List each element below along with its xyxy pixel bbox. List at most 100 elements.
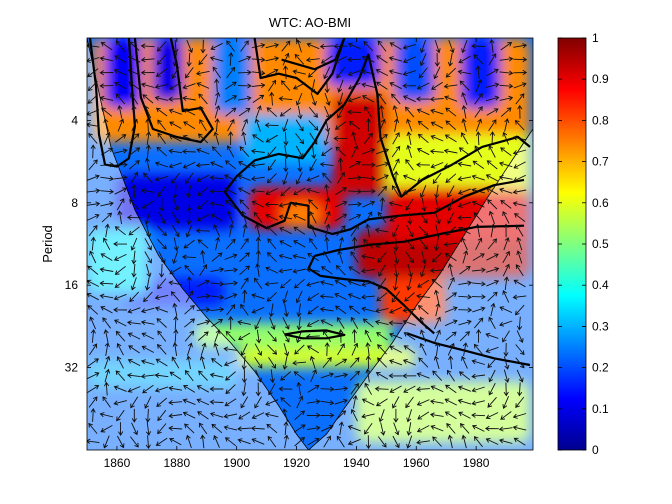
phase-arrow-192	[169, 121, 182, 129]
phase-arrow-957	[502, 396, 510, 409]
phase-arrow-802	[429, 399, 444, 405]
phase-arrow-746	[418, 67, 428, 79]
phase-arrow-39	[100, 147, 114, 156]
phase-arrow-20	[87, 305, 99, 315]
phase-arrow-922	[485, 346, 499, 354]
phase-arrow-642	[364, 329, 372, 343]
phase-arrow-386	[254, 223, 261, 238]
phase-arrow-336	[225, 384, 236, 395]
phase-arrow-963	[513, 69, 528, 76]
phase-arrow-555	[320, 412, 335, 418]
phase-arrow-785	[432, 172, 442, 184]
phase-arrow-488	[294, 344, 305, 355]
phase-arrow-647	[361, 398, 375, 406]
phase-arrow-664	[377, 211, 387, 224]
phase-arrow-512	[307, 253, 319, 262]
phase-arrow-931	[499, 56, 514, 62]
phase-arrow-389	[255, 263, 261, 277]
phase-arrow-702	[389, 306, 402, 314]
phase-arrow-950	[499, 306, 513, 314]
phase-arrow-863	[457, 385, 471, 392]
phase-arrow-920	[488, 316, 496, 330]
phase-arrow-526	[307, 437, 320, 446]
phase-arrow-294	[215, 236, 221, 251]
phase-arrow-124	[140, 43, 155, 49]
phase-arrow-89	[113, 400, 127, 406]
x-tick-label-1860: 1860	[104, 456, 131, 470]
phase-arrow-226	[182, 161, 196, 169]
phase-arrow-708	[389, 385, 402, 393]
phase-arrow-540	[324, 210, 331, 224]
phase-arrow-370	[237, 426, 251, 432]
phase-arrow-788	[434, 211, 441, 225]
phase-arrow-693	[391, 185, 400, 197]
phase-arrow-527	[319, 43, 334, 50]
phase-arrow-874	[475, 118, 483, 132]
phase-arrow-840	[459, 80, 470, 91]
phase-arrow-130	[145, 118, 151, 132]
significance-contour-4	[223, 178, 525, 236]
phase-arrow-71	[113, 162, 128, 168]
phase-arrow-765	[419, 316, 427, 330]
phase-arrow-21	[89, 316, 97, 330]
phase-arrow-108	[130, 237, 138, 251]
phase-arrow-655	[377, 93, 387, 105]
phase-arrow-514	[306, 281, 320, 287]
phase-arrow-690	[391, 145, 401, 158]
phase-arrow-236	[185, 290, 194, 303]
phase-arrow-455	[282, 317, 290, 330]
phase-arrow-337	[224, 398, 237, 407]
phase-arrow-917	[486, 279, 500, 287]
phase-arrow-206	[172, 302, 178, 317]
phase-arrow-112	[129, 291, 140, 303]
phase-arrow-850	[457, 215, 472, 221]
phase-arrow-717	[403, 95, 416, 103]
phase-arrow-178	[156, 343, 167, 355]
phase-arrow-432	[266, 423, 278, 434]
phase-arrow-762	[417, 279, 430, 288]
phase-arrow-420	[265, 266, 279, 274]
phase-arrow-914	[487, 238, 498, 250]
phase-arrow-855	[458, 280, 473, 286]
phase-arrow-13	[87, 213, 100, 221]
phase-arrow-162	[157, 132, 166, 145]
phase-arrow-56	[104, 368, 111, 383]
phase-arrow-15	[90, 236, 96, 251]
phase-arrow-285	[214, 118, 220, 132]
phase-arrow-200	[172, 224, 180, 238]
phase-arrow-898	[473, 436, 483, 448]
colorbar	[557, 37, 587, 451]
phase-arrow-858	[458, 319, 472, 326]
phase-arrow-824	[447, 276, 455, 290]
phase-arrow-228	[186, 184, 192, 199]
colorbar-tick-label-10: 1	[592, 31, 599, 45]
phase-arrow-509	[309, 211, 317, 224]
phase-arrow-318	[226, 145, 235, 158]
phase-arrow-242	[184, 370, 194, 382]
phase-arrow-865	[458, 411, 471, 419]
phase-arrow-133	[144, 157, 150, 172]
phase-arrow-940	[498, 174, 513, 181]
phase-arrow-953	[503, 342, 509, 357]
phase-arrow-983	[516, 330, 524, 343]
phase-arrow-854	[459, 265, 471, 275]
phase-arrow-415	[264, 201, 279, 207]
phase-arrow-260	[197, 199, 209, 210]
phase-arrow-396	[254, 356, 263, 369]
phase-arrow-45	[104, 223, 110, 238]
coherence-region-3	[87, 229, 147, 293]
phase-arrow-550	[324, 342, 330, 357]
phase-arrow-324	[228, 223, 234, 238]
phase-arrow-617	[350, 408, 358, 422]
phase-arrow-716	[402, 83, 417, 89]
phase-arrow-556	[321, 424, 334, 432]
phase-arrow-443	[283, 158, 289, 173]
phase-arrow-959	[498, 426, 513, 432]
phase-arrow-290	[209, 188, 224, 194]
phase-arrow-580	[338, 328, 344, 343]
phase-arrow-394	[256, 329, 262, 344]
phase-arrow-32	[99, 56, 114, 62]
phase-arrow-971	[513, 174, 526, 182]
phase-arrow-405	[265, 68, 279, 76]
phase-arrow-665	[374, 227, 389, 233]
